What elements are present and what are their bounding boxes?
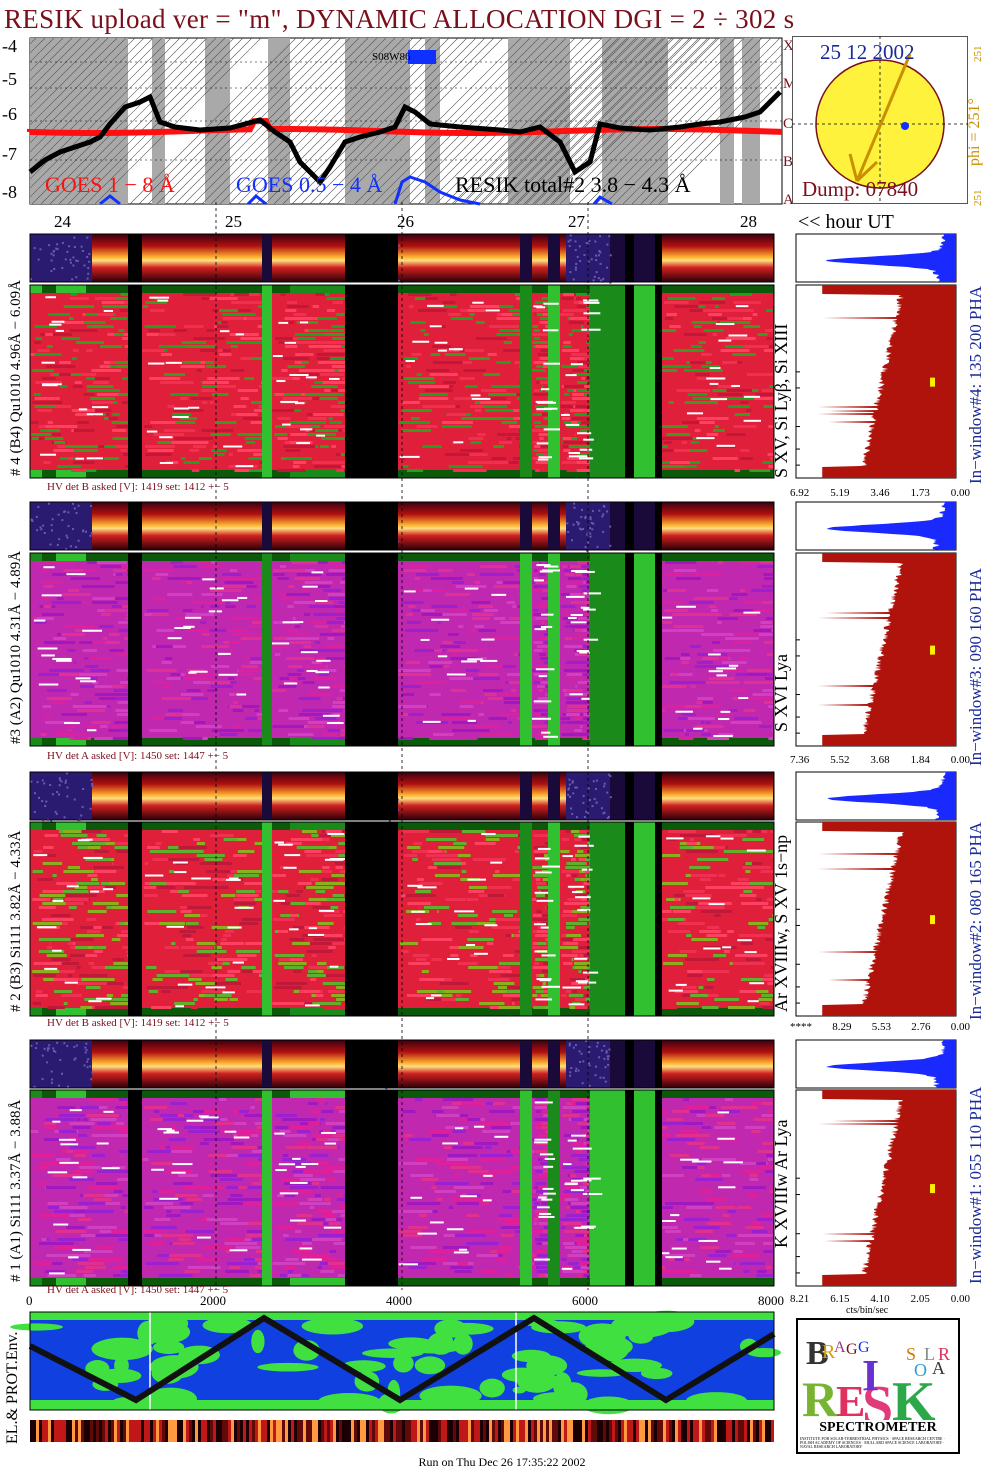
y-axis-ticks: -4 -5 -6 -7 -8 xyxy=(2,36,36,202)
x-tick-label: 0 xyxy=(26,1293,33,1308)
sun-date: 25 12 2002 xyxy=(820,40,915,64)
panel-2-hv-readout: HV det B asked [V]: 1419 set: 1412 +− 5 xyxy=(47,1017,229,1029)
panel-3-group xyxy=(29,501,957,747)
page-title: RESIK upload ver = "m", DYNAMIC ALLOCATI… xyxy=(4,4,795,34)
panel-4-band-label: # 4 (B4) Qu1010 4.96Å − 6.09Å xyxy=(8,280,24,476)
panel-1-spectrum-ticks: 8.21 6.15 4.10 2.05 0.00 xyxy=(790,1293,970,1305)
hour-tick-label: 27 xyxy=(568,212,585,231)
marker-box xyxy=(408,50,436,64)
x-tick-label: 6000 xyxy=(572,1293,598,1308)
particle-environment-map xyxy=(10,1310,782,1415)
gap-band xyxy=(508,38,570,204)
goes-class-label: A xyxy=(783,192,794,208)
panel-1-group xyxy=(29,1039,957,1287)
y-tick-label: -8 xyxy=(2,182,17,202)
hour-axis-label: << hour UT xyxy=(798,211,894,233)
x-tick-label: 2000 xyxy=(200,1293,226,1308)
legend-goes-long: GOES 1 − 8 Å xyxy=(45,172,175,197)
panel-4-hv-readout: HV det B asked [V]: 1419 set: 1412 +− 5 xyxy=(47,481,229,493)
panel-4-group xyxy=(29,233,957,479)
panel-1-band-label: # 1 (A1) Si111 3.37Å − 3.88Å xyxy=(8,1099,24,1282)
panel-2-group xyxy=(29,771,957,1017)
env-label: EL.& PROT.Env. xyxy=(4,1331,21,1444)
gap-band xyxy=(425,38,440,204)
spectrum-x-label: cts/bin/sec xyxy=(846,1305,889,1316)
flare-location-label: S08W86 xyxy=(372,51,411,63)
panel-1-window-label: In−window#1: 055 110 PHA xyxy=(966,1086,985,1284)
hour-tick-label: 28 xyxy=(740,212,757,231)
panel-3-spectrum-ticks: 7.36 5.52 3.68 1.84 0.00 xyxy=(790,754,970,766)
panel-3-band-label: #3 (A2) Qu1010 4.31Å − 4.89Å xyxy=(8,550,24,744)
goes-class-label: X xyxy=(783,38,794,54)
count-strip xyxy=(30,1420,774,1442)
gap-band xyxy=(268,38,290,204)
panel-1-line-label: K XVIIIw Ar Lya xyxy=(771,1119,791,1248)
logo-fine-print: INSTITUTE FOR SOLAR-TERRESTRIAL PHYSICS … xyxy=(800,1437,945,1449)
hour-tick-label: 24 xyxy=(54,212,71,231)
hour-tick-label: 25 xyxy=(225,212,242,231)
legend-resik: RESIK total#2 3.8 − 4.3 Å xyxy=(455,172,691,197)
panel-4-line-label: S XV, Si Lyβ, Si XIII xyxy=(771,323,791,478)
phi-direction-line xyxy=(855,53,912,182)
panel-3-window-label: In−window#3: 090 160 PHA xyxy=(966,567,985,766)
x-tick-label: 8000 xyxy=(758,1293,784,1308)
goes-class-label: B xyxy=(783,154,793,170)
panel-4-spectrum-ticks: 6.92 5.19 3.46 1.73 0.00 xyxy=(790,487,970,499)
orbit-track xyxy=(28,1314,776,1404)
flare-position-dot xyxy=(901,122,909,130)
bragg-resik-logo: B R A G G R E S I K S O L A R SPECTROMET… xyxy=(796,1318,960,1454)
panel-2-line-label: Ar XVIIIw, S XV 1s−np xyxy=(771,834,791,1012)
panel-2-spectrum-ticks: **** 8.29 5.53 2.76 0.00 xyxy=(790,1021,970,1033)
y-tick-label: -5 xyxy=(2,69,17,89)
panel-4-window-label: In−window#4: 135 200 PHA xyxy=(966,285,985,484)
goes-short-series xyxy=(99,175,613,206)
panel-3-hv-readout: HV det A asked [V]: 1450 set: 1447 +− 5 xyxy=(47,750,229,762)
x-tick-label: 4000 xyxy=(386,1293,412,1308)
hour-tick-label: 26 xyxy=(397,212,414,231)
time-index-axis: 0 2000 4000 6000 8000 xyxy=(0,1293,790,1311)
run-timestamp: Run on Thu Dec 26 17:35:22 2002 xyxy=(418,1455,586,1469)
logo-graphic: B R A G G R E S I K S O L A R xyxy=(800,1335,956,1437)
panel-2-band-label: # 2 (B3) Si111 3.82Å − 4.33Å xyxy=(8,830,24,1012)
panel-3-line-label: S XVI Lya xyxy=(771,654,791,732)
panel-2-window-label: In−window#2: 080 165 PHA xyxy=(966,821,985,1020)
sun-disk-panel xyxy=(792,36,968,204)
logo-word: SPECTROMETER xyxy=(819,1420,937,1435)
y-tick-label: -7 xyxy=(2,144,17,164)
legend-goes-short: GOES 0.5 − 4 Å xyxy=(236,172,383,197)
y-tick-label: -6 xyxy=(2,104,17,124)
panel-1-hv-readout: HV det A asked [V]: 1450 set: 1447 +− 5 xyxy=(47,1284,229,1296)
goes-class-label: C xyxy=(783,116,793,132)
resik-total-series xyxy=(28,90,782,186)
dump-number: Dump: 07840 xyxy=(802,177,919,201)
y-tick-label: -4 xyxy=(2,36,17,56)
hour-axis: 24 25 26 27 28 xyxy=(0,212,790,234)
